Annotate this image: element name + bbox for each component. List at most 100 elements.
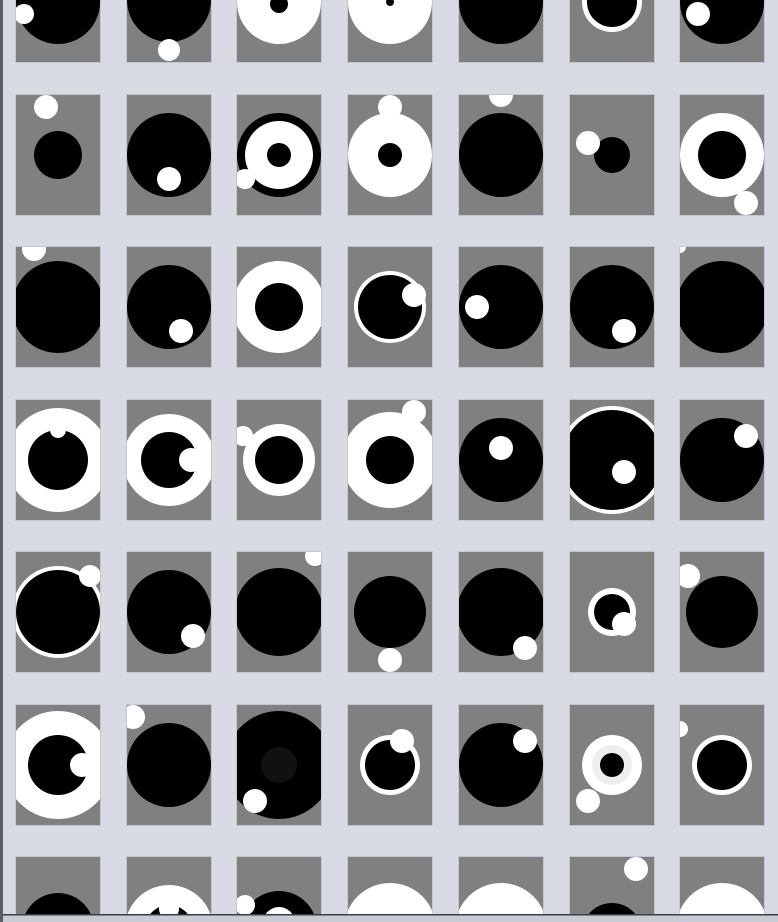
disc <box>686 2 710 26</box>
thumbnail <box>570 857 654 922</box>
disc <box>612 612 636 636</box>
thumbnail <box>237 705 321 825</box>
disc <box>402 283 426 307</box>
disc <box>600 753 624 777</box>
disc <box>459 113 543 197</box>
thumbnail <box>16 552 100 672</box>
thumbnail <box>680 247 764 367</box>
thumbnail <box>570 705 654 825</box>
disc <box>179 448 203 472</box>
disc <box>513 729 537 753</box>
disc <box>79 565 100 587</box>
disc <box>348 883 432 922</box>
disc <box>28 430 88 490</box>
thumbnail <box>237 552 321 672</box>
thumbnail <box>459 247 543 367</box>
thumbnail <box>16 857 100 922</box>
disc <box>16 0 100 44</box>
disc <box>612 319 636 343</box>
disc <box>354 576 426 648</box>
disc <box>378 95 402 119</box>
thumbnail <box>348 552 432 672</box>
disc <box>465 295 489 319</box>
disc <box>489 95 513 107</box>
thumbnail <box>348 247 432 367</box>
disc <box>459 0 543 44</box>
disc <box>594 137 630 173</box>
thumbnail <box>127 857 211 922</box>
disc <box>157 167 181 191</box>
thumbnail <box>237 247 321 367</box>
disc <box>261 747 297 783</box>
thumbnail <box>570 95 654 215</box>
disc <box>390 729 414 753</box>
thumbnail <box>127 552 211 672</box>
thumbnail <box>570 247 654 367</box>
disc <box>127 705 145 729</box>
disc <box>489 436 513 460</box>
disc <box>680 261 764 353</box>
thumbnail <box>127 0 211 62</box>
disc <box>237 895 255 915</box>
thumbnail <box>459 705 543 825</box>
disc <box>237 0 321 44</box>
disc <box>378 648 402 672</box>
disc <box>459 265 543 349</box>
disc <box>459 883 543 922</box>
disc <box>576 131 600 155</box>
thumbnail <box>237 857 321 922</box>
disc <box>28 735 88 795</box>
disc <box>16 570 100 654</box>
thumbnail <box>348 400 432 520</box>
disc <box>386 0 394 6</box>
disc <box>283 263 299 279</box>
thumbnail <box>127 400 211 520</box>
disc <box>459 568 543 656</box>
thumbnail <box>16 95 100 215</box>
thumbnail <box>459 552 543 672</box>
bottom-line <box>0 914 778 916</box>
thumbnail <box>237 0 321 62</box>
disc <box>181 624 205 648</box>
thumbnail <box>127 705 211 825</box>
disc <box>680 883 764 922</box>
disc <box>237 169 255 189</box>
thumbnail <box>348 705 432 825</box>
disc <box>513 636 537 660</box>
disc <box>680 247 686 253</box>
disc <box>624 857 648 881</box>
disc <box>570 410 654 510</box>
disc <box>570 265 654 349</box>
thumbnail <box>348 857 432 922</box>
disc <box>697 740 747 790</box>
thumbnail <box>127 247 211 367</box>
thumbnail <box>16 400 100 520</box>
thumbnail <box>237 95 321 215</box>
disc <box>127 265 211 349</box>
thumbnail <box>680 552 764 672</box>
disc <box>237 568 321 656</box>
disc <box>348 0 432 44</box>
disc <box>267 143 291 167</box>
disc <box>34 95 58 119</box>
disc <box>16 261 100 353</box>
thumbnail <box>16 247 100 367</box>
thumbnail <box>459 857 543 922</box>
disc <box>402 400 426 424</box>
thumbnail <box>459 0 543 62</box>
left-border <box>0 0 3 922</box>
disc <box>378 143 402 167</box>
disc <box>127 0 211 42</box>
disc <box>16 4 34 24</box>
disc <box>587 0 637 27</box>
thumbnail <box>680 857 764 922</box>
thumbnail <box>680 400 764 520</box>
thumbnail <box>459 95 543 215</box>
thumbnail <box>127 95 211 215</box>
thumbnail <box>680 95 764 215</box>
disc <box>734 424 758 448</box>
disc <box>22 247 46 261</box>
disc <box>255 283 303 331</box>
disc <box>686 576 758 648</box>
